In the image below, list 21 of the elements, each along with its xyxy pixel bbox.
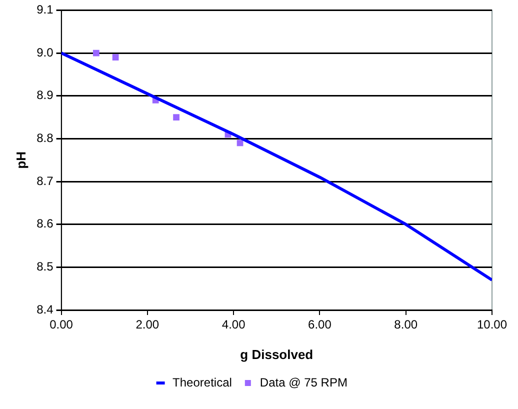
x-tick-label: 6.00 [308, 318, 332, 332]
x-tick-label: 10.00 [476, 318, 508, 332]
y-tick-label: 8.9 [36, 88, 54, 102]
x-tick-label: 2.00 [136, 318, 160, 332]
x-tick-label: 0.00 [50, 318, 74, 332]
point [173, 114, 180, 120]
x-tick-label: 8.00 [394, 318, 418, 332]
point [92, 50, 100, 56]
y-tick-label: 8.5 [36, 259, 54, 274]
point [112, 54, 119, 60]
y-tick-label: 8.6 [36, 216, 54, 231]
y-tick-label: 8.4 [36, 302, 54, 316]
legend-label: Data @ 75 RPM [260, 375, 348, 390]
y-tick-label: 9.1 [36, 2, 54, 17]
x-axis-title: g Dissolved [240, 346, 314, 362]
y-tick-label: 8.8 [36, 131, 54, 145]
x-tick-label: 4.00 [222, 318, 246, 332]
y-tick-label: 8.7 [36, 174, 54, 188]
y-axis-title: pH [13, 151, 28, 169]
y-tick-label: 9.0 [36, 45, 54, 60]
legend-label: Theoretical [172, 375, 232, 390]
